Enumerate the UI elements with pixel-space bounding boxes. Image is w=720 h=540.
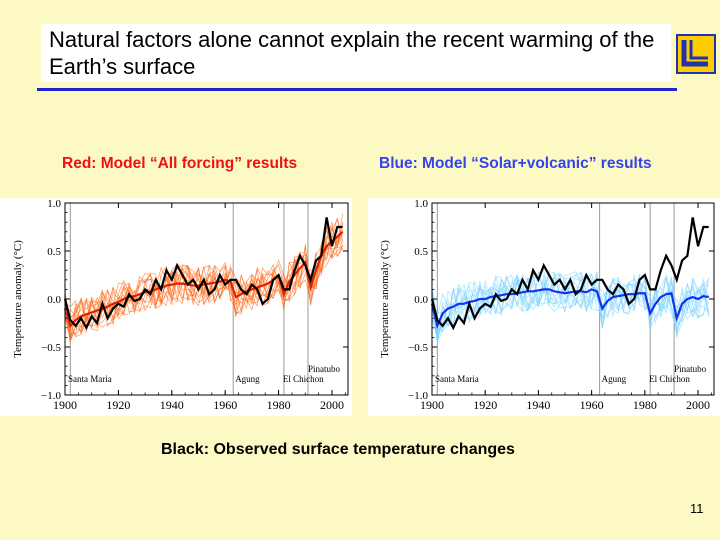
x-tick-label: 1980	[633, 398, 657, 412]
eruption-label: Santa Maria	[435, 374, 479, 384]
eruption-label: Pinatubo	[308, 364, 341, 374]
slide-title: Natural factors alone cannot explain the…	[49, 27, 655, 79]
eruption-label: Santa Maria	[68, 374, 112, 384]
y-tick-label: −0.5	[41, 342, 61, 354]
x-tick-label: 1960	[213, 398, 237, 412]
x-tick-label: 1920	[473, 398, 497, 412]
chart-solar-volcanic-svg: −1.0 −0.5 0.0 0.5 1.0 1900 1920 1940 1960 1980 200…	[379, 198, 715, 412]
eruption-label: Agung	[602, 374, 627, 384]
observed-line	[63, 217, 343, 331]
ensemble-member-line	[431, 271, 709, 337]
y-tick-label: −0.5	[408, 342, 428, 354]
chart-all-forcing: −1.0 −0.5 0.0 0.5 1.0 1900 1920 1940 1960 1980 200…	[0, 198, 352, 416]
ensemble-member-line	[64, 235, 343, 332]
y-axis-label: Temperature anomaly (°C)	[379, 240, 391, 358]
ensemble-member-line	[431, 272, 709, 337]
y-axis-label: Temperature anomaly (°C)	[12, 240, 24, 358]
x-tick-label: 1900	[53, 398, 77, 412]
observed-line	[430, 217, 709, 331]
y-tick-label: 1.0	[47, 198, 61, 210]
chart-all-forcing-svg: −1.0 −0.5 0.0 0.5 1.0 1900 1920 1940 1960 1980 200…	[12, 198, 349, 412]
legend-solar-volcanic: Blue: Model “Solar+volcanic” results	[379, 155, 652, 172]
page-number: 11	[690, 501, 704, 516]
x-tick-label: 2000	[686, 398, 710, 412]
x-tick-label: 1940	[526, 398, 550, 412]
ensemble-member-line	[64, 217, 344, 327]
ensemble-mean-line	[430, 288, 709, 330]
eruption-label: Agung	[235, 374, 260, 384]
x-tick-label: 1900	[420, 398, 444, 412]
x-tick-label: 1940	[160, 398, 184, 412]
y-tick-label: 0.0	[47, 294, 61, 306]
y-tick-label: 0.5	[414, 246, 428, 258]
eruption-label: Pinatubo	[674, 364, 707, 374]
y-tick-label: 0.5	[47, 246, 61, 258]
chart-solar-volcanic: −1.0 −0.5 0.0 0.5 1.0 1900 1920 1940 1960 1980 200…	[368, 198, 720, 416]
y-tick-label: −1.0	[408, 390, 428, 402]
eruption-label: El Chichon	[649, 374, 690, 384]
x-tick-label: 1980	[267, 398, 291, 412]
x-tick-label: 1960	[580, 398, 604, 412]
observed-caption: Black: Observed surface temperature chan…	[161, 441, 515, 458]
ensemble-member-line	[64, 223, 343, 343]
y-tick-label: 1.0	[414, 198, 428, 210]
x-tick-label: 1920	[106, 398, 130, 412]
lab-logo-icon	[676, 34, 716, 74]
title-rule	[37, 88, 677, 91]
y-tick-label: −1.0	[41, 390, 61, 402]
x-tick-label: 2000	[320, 398, 344, 412]
ensemble-member-line	[431, 269, 709, 333]
y-tick-label: 0.0	[414, 294, 428, 306]
title-box	[41, 24, 671, 82]
ensemble-mean-line	[63, 230, 344, 329]
eruption-label: El Chichon	[283, 374, 324, 384]
legend-all-forcing: Red: Model “All forcing” results	[62, 155, 298, 172]
